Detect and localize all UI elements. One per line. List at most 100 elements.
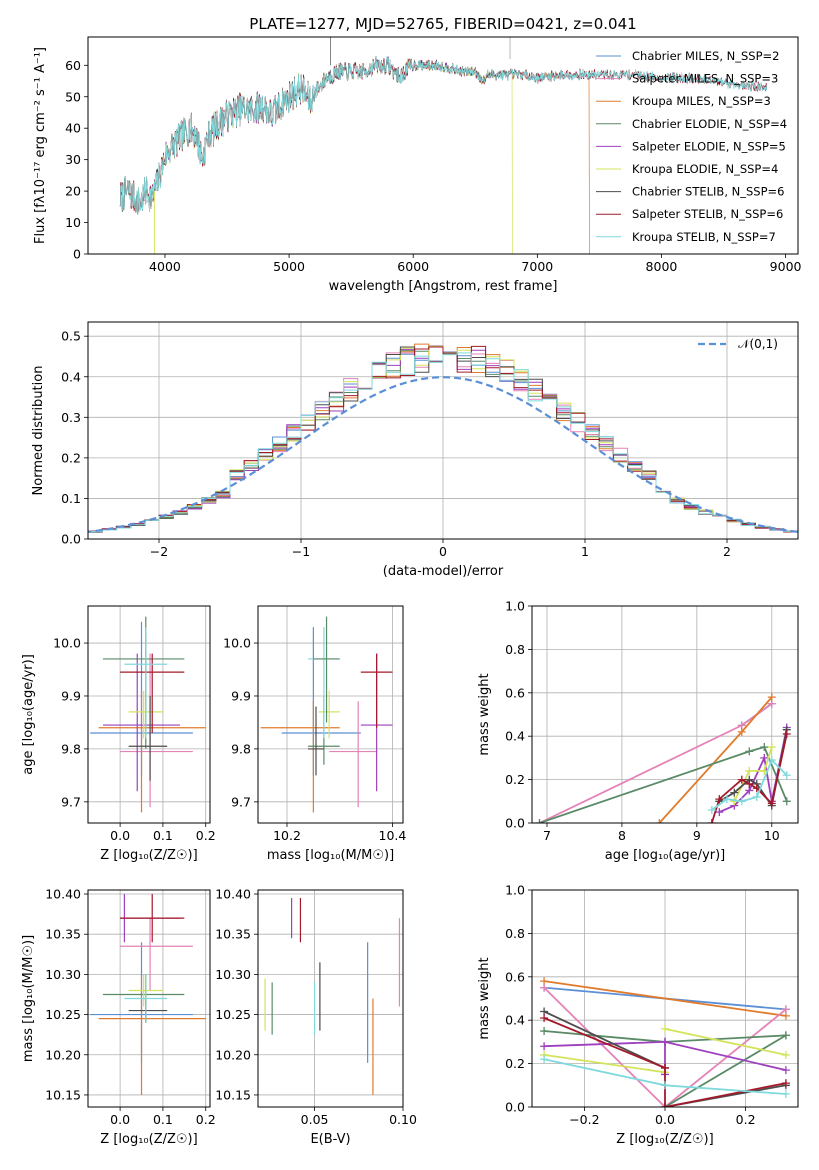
weight-marker (752, 792, 761, 801)
errorbar-point (98, 974, 206, 1095)
y-tick-label: 40 (65, 121, 81, 136)
plot-area (88, 343, 798, 534)
y-axis-label: Flux [fλ10⁻¹⁷ erg cm⁻² s⁻¹ A⁻¹] (33, 47, 48, 244)
errorbar-point (313, 616, 340, 723)
x-tick-label: 0.1 (153, 1112, 173, 1127)
x-tick-label: 0.2 (196, 1112, 216, 1127)
x-tick-label: −2 (150, 544, 168, 559)
chart-panel-8: −0.2 0.0 0.2 0.0 0.2 0.4 0.6 0.8 1.0 Z [log₁₀(Z/Z… (477, 883, 799, 1147)
weight-marker (722, 795, 731, 804)
y-tick-label: 0.8 (505, 926, 525, 941)
y-tick-label: 9.8 (231, 741, 251, 756)
x-tick-label: 1 (581, 544, 589, 559)
legend-label: Salpeter ELODIE, N_SSP=5 (632, 139, 786, 153)
axes-frame (531, 605, 799, 824)
legend-label: Chabrier MILES, N_SSP=2 (632, 49, 779, 63)
spectrum-line (119, 57, 590, 214)
weight-line (543, 980, 787, 1017)
legend-label: Chabrier ELODIE, N_SSP=4 (632, 117, 787, 131)
legend-label: Kroupa STELIB, N_SSP=7 (632, 230, 776, 244)
y-tick-label: 30 (65, 152, 81, 167)
weight-marker (715, 795, 724, 804)
weight-marker (661, 1037, 669, 1046)
weight-marker (661, 1063, 669, 1072)
y-tick-label: 0.2 (61, 450, 81, 465)
spectrum-line (119, 56, 590, 213)
weight-line (664, 1028, 787, 1056)
y-tick-label: 10 (65, 215, 81, 230)
weight-marker (781, 1089, 790, 1098)
errorbar-point (120, 894, 185, 943)
x-tick-label: 7000 (521, 259, 553, 274)
x-tick-label: 10.2 (273, 828, 301, 843)
x-tick-label: 0.0 (655, 1112, 675, 1127)
y-tick-label: 0.4 (505, 729, 525, 744)
x-tick-label: −1 (292, 544, 310, 559)
y-tick-label: 9.7 (61, 794, 81, 809)
weight-marker (707, 819, 716, 823)
y-tick-label: 10.35 (45, 927, 81, 942)
weight-marker (781, 1031, 790, 1040)
y-tick-label: 10.20 (45, 1047, 81, 1062)
plot-area (119, 37, 768, 254)
weight-marker (767, 756, 776, 765)
x-tick-label: 0.05 (301, 1112, 329, 1127)
y-tick-label: 0.0 (505, 816, 525, 831)
y-tick-label: 10.20 (215, 1047, 251, 1062)
x-tick-label: 9000 (770, 259, 802, 274)
y-tick-label: 10.30 (215, 967, 251, 982)
weight-marker (540, 1055, 549, 1064)
errorbar-point (124, 627, 168, 739)
axes-frame (87, 36, 799, 255)
plot-area (90, 894, 206, 1095)
y-tick-label: 0.6 (505, 969, 525, 984)
weight-marker (782, 730, 791, 739)
y-axis-label: mass weight (477, 957, 492, 1039)
y-axis-label: age [log₁₀(age/yr)] (21, 654, 36, 775)
x-tick-label: 0 (439, 544, 447, 559)
chart-title: PLATE=1277, MJD=52765, FIBERID=0421, z=0… (249, 15, 636, 33)
y-tick-label: 50 (65, 89, 81, 104)
chart-panel-4: 10.2 10.4 9.7 9.8 9.9 10.0 mass [log₁₀(M/M☉)] (223, 605, 406, 863)
legend-label: Chabrier STELIB, N_SSP=6 (632, 185, 784, 199)
plot-area (264, 898, 401, 1095)
weight-marker (540, 1042, 549, 1051)
y-tick-label: 10.40 (215, 887, 251, 902)
errorbar-point (102, 653, 181, 792)
weight-line (664, 1034, 787, 1107)
weight-marker (737, 797, 746, 806)
errorbar-point (318, 690, 340, 739)
errorbar-point (124, 974, 168, 1023)
spectrum-line (119, 56, 768, 216)
y-tick-label: 0.3 (61, 410, 81, 425)
x-tick-label: 0.0 (110, 828, 130, 843)
x-tick-label: 0.2 (196, 828, 216, 843)
errorbar-point (128, 695, 168, 781)
x-axis-label: Z [log₁₀(Z/Z☉)] (616, 1132, 713, 1147)
y-tick-label: 1.0 (505, 883, 525, 898)
x-tick-label: −0.2 (569, 1112, 599, 1127)
weight-marker (540, 983, 549, 992)
errorbar-point (260, 701, 340, 813)
plot-area (90, 616, 206, 813)
errorbar-point (281, 627, 361, 776)
y-tick-label: 9.8 (61, 741, 81, 756)
weight-line (658, 696, 773, 823)
axes-frame (257, 889, 404, 1108)
weight-line (539, 745, 788, 823)
errorbar-point (308, 706, 324, 776)
axes-frame (257, 605, 404, 824)
y-axis-label: mass weight (477, 673, 492, 755)
y-axis-label: mass [log₁₀(M/M☉)] (21, 935, 36, 1062)
legend-label: Salpeter MILES, N_SSP=3 (632, 72, 778, 86)
y-tick-label: 0.6 (505, 685, 525, 700)
x-tick-label: 0.10 (389, 1112, 417, 1127)
x-axis-label: Z [log₁₀(Z/Z☉)] (100, 848, 197, 863)
y-tick-label: 10.15 (45, 1087, 81, 1102)
x-tick-label: 0.1 (153, 828, 173, 843)
x-axis-label: wavelength [Angstrom, rest frame] (329, 279, 558, 294)
y-tick-label: 0.4 (505, 1013, 525, 1028)
weight-marker (745, 779, 754, 788)
weight-marker (767, 693, 776, 702)
